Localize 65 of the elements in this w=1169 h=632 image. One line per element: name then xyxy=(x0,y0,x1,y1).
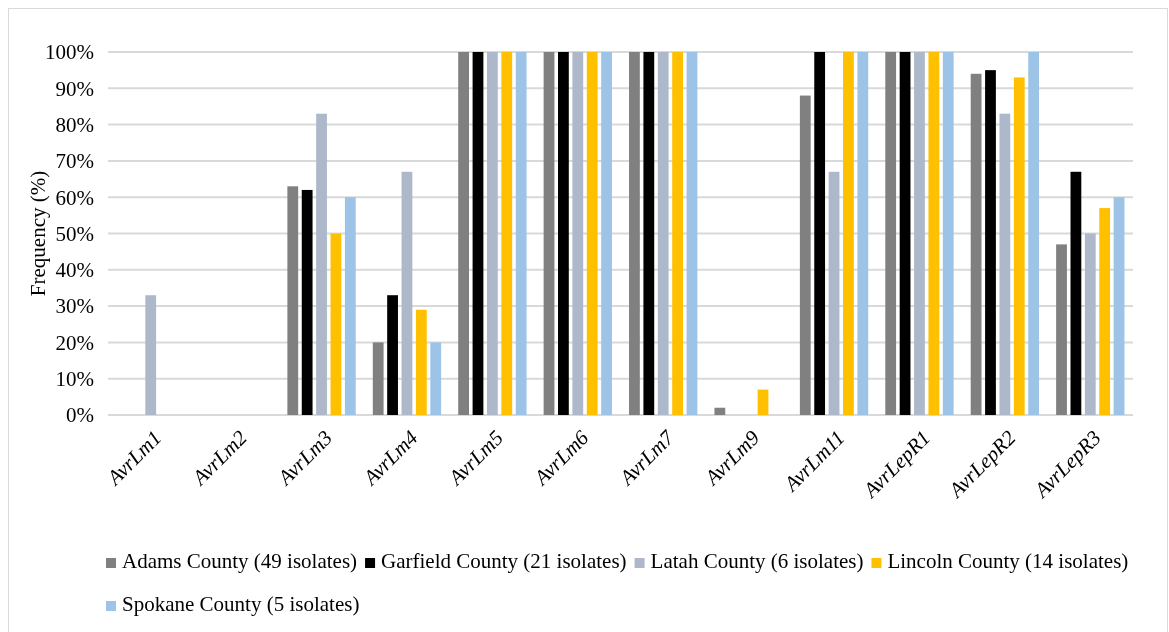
bar xyxy=(344,197,356,415)
bar xyxy=(714,407,726,415)
bar xyxy=(885,52,897,415)
bar xyxy=(543,52,555,415)
y-tick-label: 80% xyxy=(55,112,94,137)
legend-label: Spokane County (5 isolates) xyxy=(122,592,360,616)
bar xyxy=(857,52,869,415)
bar xyxy=(985,70,996,415)
bar xyxy=(316,113,327,415)
y-axis-title: Frequency (%) xyxy=(26,170,50,297)
bar xyxy=(999,113,1011,415)
bar xyxy=(1056,244,1067,415)
bar xyxy=(899,52,911,415)
y-tick-label: 20% xyxy=(55,330,94,355)
bar xyxy=(672,52,683,415)
bar xyxy=(942,52,954,415)
bar xyxy=(1013,77,1025,415)
bar xyxy=(970,73,982,415)
bar xyxy=(387,295,398,415)
legend-label: Latah County (6 isolates) xyxy=(650,549,864,573)
bar xyxy=(1084,233,1096,415)
bar xyxy=(372,342,384,415)
y-tick-label: 0% xyxy=(66,403,94,428)
bar xyxy=(843,52,854,415)
bar xyxy=(686,52,698,415)
bar xyxy=(401,171,413,415)
bar xyxy=(799,95,811,415)
bar xyxy=(330,233,342,415)
bar xyxy=(601,52,612,415)
bar xyxy=(1099,208,1111,415)
y-tick-label: 30% xyxy=(55,294,94,319)
y-tick-label: 10% xyxy=(55,367,94,392)
legend-label: Garfield County (21 isolates) xyxy=(381,549,627,573)
y-tick-label: 100% xyxy=(45,40,94,65)
bar xyxy=(430,342,442,415)
bar xyxy=(501,52,513,415)
bar xyxy=(1113,197,1125,415)
bar xyxy=(415,309,427,415)
bar xyxy=(301,189,313,415)
bar xyxy=(486,52,498,415)
bar xyxy=(1028,52,1040,415)
bar xyxy=(458,52,469,415)
bar xyxy=(814,52,826,415)
bar xyxy=(1070,171,1082,415)
y-tick-label: 90% xyxy=(55,76,94,101)
bar xyxy=(145,295,157,415)
y-tick-label: 70% xyxy=(55,149,94,174)
bar xyxy=(558,52,569,415)
bar xyxy=(914,52,925,415)
bar xyxy=(586,52,598,415)
bar xyxy=(643,52,655,415)
bar xyxy=(757,389,769,415)
bar xyxy=(629,52,640,415)
bar xyxy=(828,171,840,415)
bar xyxy=(572,52,584,415)
y-tick-label: 60% xyxy=(55,185,94,210)
bar xyxy=(515,52,527,415)
legend-label: Lincoln County (14 isolates) xyxy=(887,549,1129,573)
y-tick-label: 40% xyxy=(55,258,94,283)
bar xyxy=(928,52,940,415)
bar xyxy=(472,52,484,415)
legend-label: Adams County (49 isolates) xyxy=(122,549,358,573)
y-tick-label: 50% xyxy=(55,221,94,246)
bar xyxy=(287,186,299,415)
bar xyxy=(657,52,669,415)
